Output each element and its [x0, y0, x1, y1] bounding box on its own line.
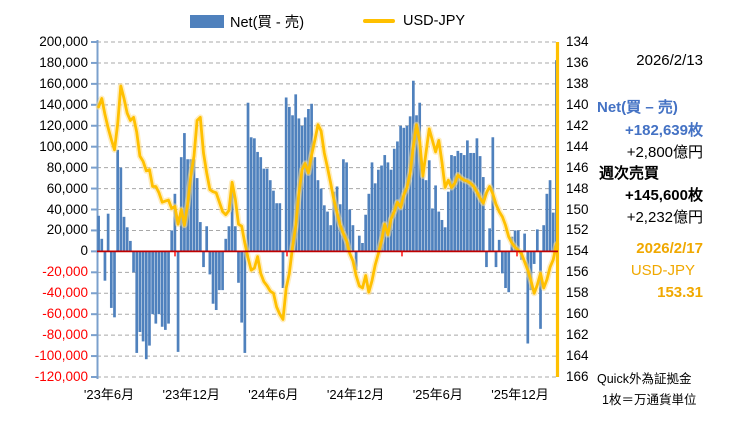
net-panel-title: Net(買 – 売) — [597, 99, 678, 116]
y-axis-left-label: -60,000 — [42, 306, 88, 322]
x-axis-label: '23年6月 — [83, 387, 135, 402]
y-axis-right-label: 162 — [566, 327, 589, 343]
y-axis-right-label: 156 — [566, 264, 589, 280]
legend-net-label: Net(買 - 売) — [230, 14, 305, 31]
y-axis-left-label: 40,000 — [46, 201, 88, 217]
y-axis-right-label: 150 — [566, 201, 589, 217]
y-axis-right-label: 148 — [566, 180, 589, 196]
usdjpy-series-swatch-icon — [363, 19, 395, 23]
legend-usdjpy-label: USD-JPY — [403, 13, 466, 29]
y-axis-left-label: 160,000 — [39, 75, 88, 91]
y-axis-left-label: 60,000 — [46, 180, 88, 196]
footnote-unit: 1枚＝万通貨単位 — [602, 393, 697, 407]
y-axis-left — [91, 40, 99, 379]
x-axis-label: '25年6月 — [412, 387, 463, 402]
y-axis-left-label: -120,000 — [34, 369, 88, 384]
x-axis-label: '25年12月 — [491, 387, 549, 402]
y-axis-right-label: 154 — [566, 243, 589, 259]
y-axis-left-label: -80,000 — [42, 327, 88, 343]
x-axis-label: '24年6月 — [248, 387, 299, 402]
zero-axis-line — [97, 250, 558, 257]
y-axis-right-label: 158 — [566, 285, 589, 301]
y-axis-left-label: 200,000 — [39, 34, 88, 49]
y-axis-left-label: -20,000 — [42, 264, 88, 280]
y-axis-right-label: 134 — [566, 34, 589, 49]
rate-asof-date: 2026/2/17 — [636, 240, 703, 257]
y-axis-left-label: -100,000 — [34, 348, 88, 364]
y-axis-left-label: -40,000 — [42, 285, 88, 301]
net-series-swatch-icon — [190, 14, 224, 28]
y-axis-right-label: 136 — [566, 54, 589, 70]
y-axis-right-label: 152 — [566, 222, 589, 238]
y-axis-right-label: 138 — [566, 75, 589, 91]
y-axis-left-label: 0 — [80, 243, 88, 259]
weekly-panel-title: 週次売買 — [599, 165, 660, 182]
y-axis-left-label: 100,000 — [39, 138, 88, 154]
y-axis-right-label: 142 — [566, 117, 589, 133]
legend-item-usdjpy: USD-JPY — [363, 12, 465, 30]
y-axis-left-label: 80,000 — [46, 159, 88, 175]
footnote-source: Quick外為証拠金 — [597, 372, 692, 386]
y-axis-right-label: 166 — [566, 369, 589, 384]
y-axis-right-label: 164 — [566, 348, 589, 364]
y-axis-left-label: 120,000 — [39, 117, 88, 133]
y-axis-right-label: 140 — [566, 96, 589, 112]
y-axis-right-label: 144 — [566, 138, 589, 154]
y-axis-left-label: 140,000 — [39, 96, 88, 112]
weekly-trade-value: +145,600枚 — [625, 187, 703, 204]
net-position-value: +182,639枚 — [625, 122, 703, 139]
net-position-yen: +2,800億円 — [626, 144, 703, 161]
usdjpy-rate-value: 153.31 — [657, 284, 703, 301]
x-axis-label: '24年12月 — [326, 387, 385, 402]
y-axis-left-label: 180,000 — [39, 54, 88, 70]
weekly-trade-yen: +2,232億円 — [626, 209, 703, 226]
usdjpy-line-series — [95, 83, 560, 323]
net-bars-series — [97, 60, 558, 360]
net-asof-date: 2026/2/13 — [636, 52, 703, 69]
y-axis-right-label: 160 — [566, 306, 589, 322]
y-axis-right-label: 146 — [566, 159, 589, 175]
y-axis-left-label: 20,000 — [46, 222, 88, 238]
x-axis-label: '23年12月 — [162, 387, 220, 402]
currency-pair-label: USD-JPY — [630, 262, 695, 279]
legend-item-net: Net(買 - 売) — [190, 12, 305, 31]
